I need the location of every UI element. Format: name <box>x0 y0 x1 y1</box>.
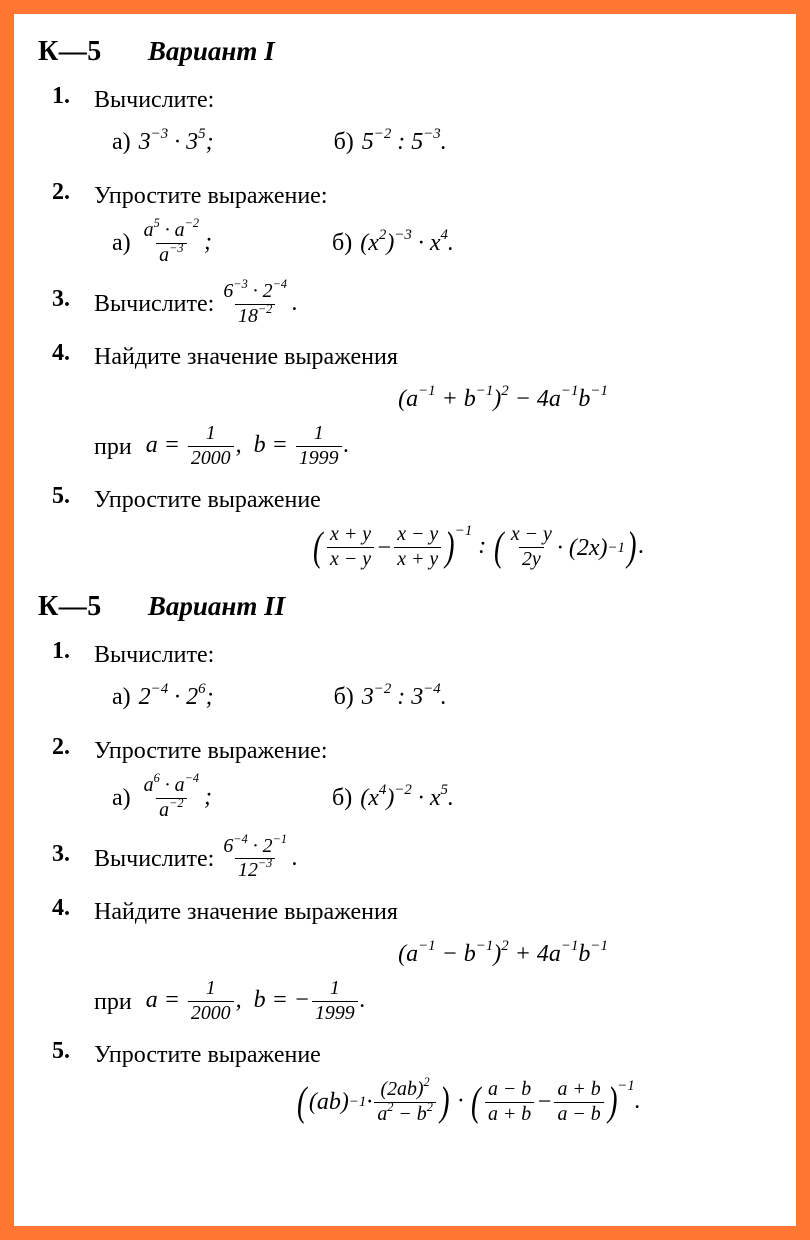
complex-expression: ((ab)−1 · (2ab)2a2 − b2) · (a − ba + b −… <box>164 1079 772 1126</box>
centered-expression: (a−1 + b−1)2 − 4a−1b−1 <box>234 381 772 417</box>
problem-body: Вычислите: 6−4 · 2−112−3. <box>94 836 772 883</box>
variant-block: К—5Вариант I1.Вычислите:а)3−3 · 35;б)5−2… <box>38 36 772 577</box>
variant-label: Вариант II <box>148 591 285 622</box>
worksheet-frame: К—5Вариант I1.Вычислите:а)3−3 · 35;б)5−2… <box>0 0 810 1240</box>
problem: 5. Упростите выражение ((ab)−1 · (2ab)2a2 … <box>52 1033 772 1132</box>
math-expression: 6−3 · 2−418−2. <box>218 281 298 328</box>
subpart: б)(x2)−3 · x4. <box>332 225 454 261</box>
inline-problem: Вычислите: 6−4 · 2−112−3. <box>94 836 772 883</box>
subpart: а)3−3 · 35; <box>112 124 214 160</box>
k-label: К—5 <box>38 591 102 623</box>
problem: 3. Вычислите: 6−3 · 2−418−2. <box>52 281 772 328</box>
variant-block: К—5Вариант II1.Вычислите:а)2−4 · 26;б)3−… <box>38 591 772 1132</box>
subpart-label: б) <box>334 679 354 715</box>
problem-body: Упростите выражение: а)a6 · a−4a−2; б)(x4)… <box>94 729 772 828</box>
problem: 2. Упростите выражение: а)a6 · a−4a−2; б)(x… <box>52 729 772 828</box>
subpart: б)5−2 : 5−3. <box>334 124 447 160</box>
problem-number: 5. <box>52 478 80 514</box>
complex-expression: (x + yx − y − x − yx + y)−1 : (x − y2y ·… <box>184 524 772 571</box>
math-expression: a6 · a−4a−2; <box>139 775 212 822</box>
inline-problem: Вычислите: 6−3 · 2−418−2. <box>94 281 772 328</box>
subpart-label: а) <box>112 124 131 160</box>
subparts-row: а)2−4 · 26; б)3−2 : 3−4. <box>112 679 772 715</box>
subpart: б)(x4)−2 · x5. <box>332 780 454 816</box>
subpart-label: а) <box>112 780 131 816</box>
problem-prompt: Вычислите: <box>94 637 772 673</box>
math-expression: 3−3 · 35; <box>139 124 214 160</box>
subpart: а)a5 · a−2a−3; <box>112 220 212 267</box>
problem: 1. Вычислите: а)3−3 · 35; б)5−2 : 5−3. <box>52 78 772 166</box>
subpart-label: а) <box>112 225 131 261</box>
problem-body: Вычислите: а)3−3 · 35; б)5−2 : 5−3. <box>94 78 772 166</box>
problem-body: Упростите выражение ((ab)−1 · (2ab)2a2 − … <box>94 1033 772 1132</box>
problem: 4. Найдите значение выражения (a−1 − b−1)2… <box>52 890 772 1025</box>
subpart-label: б) <box>334 124 354 160</box>
problem-prompt: Вычислите: <box>94 841 214 877</box>
problem-body: Вычислите: 6−3 · 2−418−2. <box>94 281 772 328</box>
problem-number: 5. <box>52 1033 80 1069</box>
centered-expression: (a−1 − b−1)2 + 4a−1b−1 <box>234 936 772 972</box>
problem-prompt: Упростите выражение <box>94 482 772 518</box>
problem-number: 3. <box>52 281 80 317</box>
subparts-row: а)a6 · a−4a−2; б)(x4)−2 · x5. <box>112 775 772 822</box>
problem: 2. Упростите выражение: а)a5 · a−2a−3; б)(x… <box>52 174 772 273</box>
problem-prompt: Найдите значение выражения <box>94 339 772 375</box>
math-expression: 6−4 · 2−112−3. <box>218 836 298 883</box>
problem-body: Упростите выражение (x + yx − y − x − yx … <box>94 478 772 577</box>
math-expression: a = 12000, b = 11999. <box>146 423 350 470</box>
substitution-row: при a = 12000, b = −11999. <box>94 978 772 1025</box>
problem-number: 3. <box>52 836 80 872</box>
pri-text: при <box>94 429 132 465</box>
subpart: а)a6 · a−4a−2; <box>112 775 212 822</box>
substitution-row: при a = 12000, b = 11999. <box>94 423 772 470</box>
problem-number: 1. <box>52 633 80 669</box>
subpart: б)3−2 : 3−4. <box>334 679 447 715</box>
math-expression: (x4)−2 · x5. <box>360 780 454 816</box>
problem-prompt: Вычислите: <box>94 82 772 118</box>
problem-body: Найдите значение выражения (a−1 + b−1)2 −… <box>94 335 772 470</box>
math-expression: 5−2 : 5−3. <box>362 124 447 160</box>
math-expression: a = 12000, b = −11999. <box>146 978 366 1025</box>
variant-label: Вариант I <box>148 36 275 67</box>
problem: 5. Упростите выражение (x + yx − y − x − y… <box>52 478 772 577</box>
k-label: К—5 <box>38 36 102 68</box>
problem-number: 4. <box>52 335 80 371</box>
problem-number: 4. <box>52 890 80 926</box>
math-expression: a5 · a−2a−3; <box>139 220 212 267</box>
subparts-row: а)a5 · a−2a−3; б)(x2)−3 · x4. <box>112 220 772 267</box>
problem-number: 2. <box>52 729 80 765</box>
math-expression: 3−2 : 3−4. <box>362 679 447 715</box>
pri-text: при <box>94 984 132 1020</box>
problem-prompt: Найдите значение выражения <box>94 894 772 930</box>
problem-number: 2. <box>52 174 80 210</box>
problem-prompt: Упростите выражение: <box>94 733 772 769</box>
math-expression: 2−4 · 26; <box>139 679 214 715</box>
subpart: а)2−4 · 26; <box>112 679 214 715</box>
problem-prompt: Вычислите: <box>94 286 214 322</box>
subpart-label: б) <box>332 780 352 816</box>
problem: 1. Вычислите: а)2−4 · 26; б)3−2 : 3−4. <box>52 633 772 721</box>
variant-header: К—5 Вариант II <box>38 591 772 623</box>
problem-body: Упростите выражение: а)a5 · a−2a−3; б)(x2)… <box>94 174 772 273</box>
subpart-label: а) <box>112 679 131 715</box>
problem: 4. Найдите значение выражения (a−1 + b−1)2… <box>52 335 772 470</box>
math-expression: (x2)−3 · x4. <box>360 225 454 261</box>
content-root: К—5Вариант I1.Вычислите:а)3−3 · 35;б)5−2… <box>38 36 772 1132</box>
subpart-label: б) <box>332 225 352 261</box>
variant-header: К—5 Вариант I <box>38 36 772 68</box>
problem-prompt: Упростите выражение <box>94 1037 772 1073</box>
problem-prompt: Упростите выражение: <box>94 178 772 214</box>
problem: 3. Вычислите: 6−4 · 2−112−3. <box>52 836 772 883</box>
problem-body: Вычислите: а)2−4 · 26; б)3−2 : 3−4. <box>94 633 772 721</box>
subparts-row: а)3−3 · 35; б)5−2 : 5−3. <box>112 124 772 160</box>
problem-number: 1. <box>52 78 80 114</box>
problem-body: Найдите значение выражения (a−1 − b−1)2 +… <box>94 890 772 1025</box>
